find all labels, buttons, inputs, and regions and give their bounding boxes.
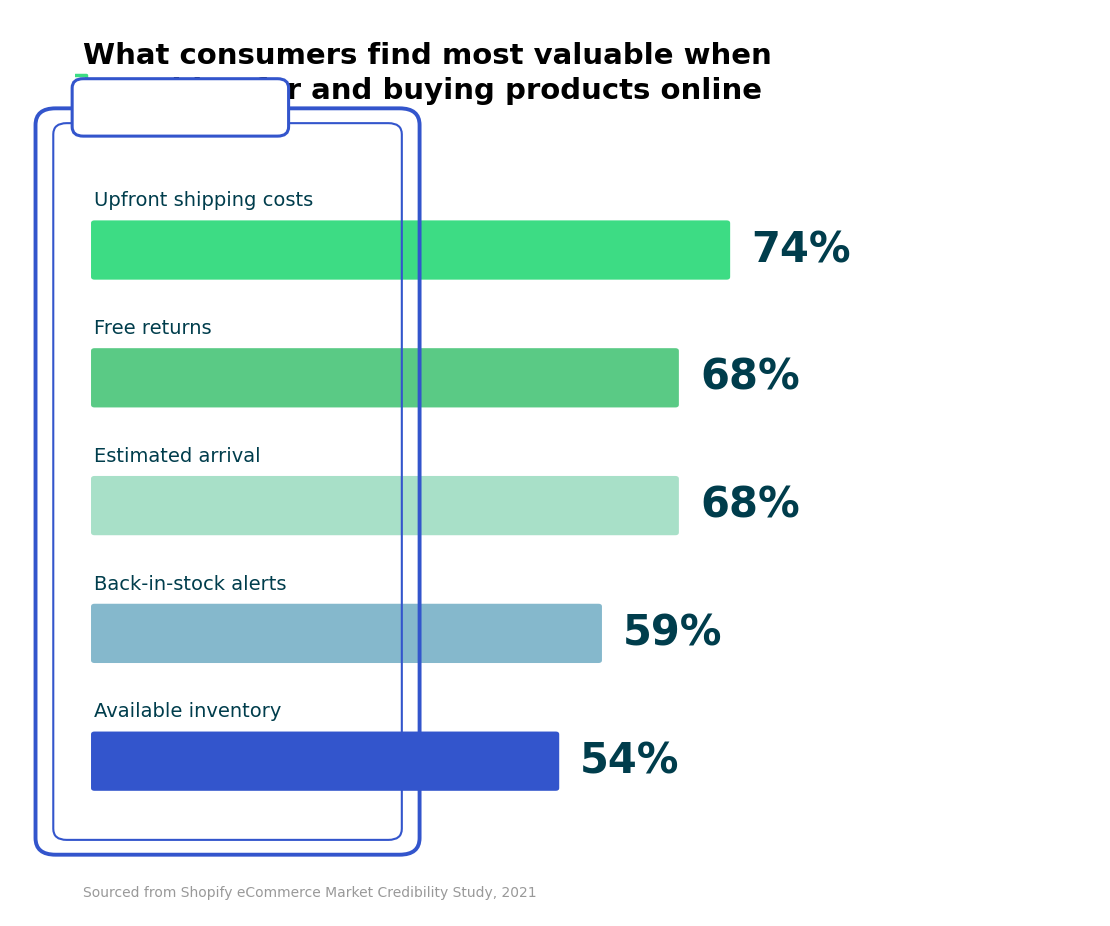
Text: 54%: 54% <box>581 740 679 782</box>
Text: Upfront shipping costs: Upfront shipping costs <box>94 191 314 210</box>
Text: Back-in-stock alerts: Back-in-stock alerts <box>94 574 286 594</box>
Text: What consumers find most valuable when
searching for and buying products online: What consumers find most valuable when s… <box>83 42 771 106</box>
Text: Estimated arrival: Estimated arrival <box>94 446 261 466</box>
Text: 59%: 59% <box>623 612 723 655</box>
Text: 68%: 68% <box>700 484 799 527</box>
Circle shape <box>119 104 133 114</box>
Text: Free returns: Free returns <box>94 319 212 338</box>
Text: 68%: 68% <box>700 357 799 399</box>
Text: Available inventory: Available inventory <box>94 702 282 721</box>
Circle shape <box>90 104 104 114</box>
Polygon shape <box>87 82 137 103</box>
Text: Sourced from Shopify eCommerce Market Credibility Study, 2021: Sourced from Shopify eCommerce Market Cr… <box>83 886 537 900</box>
Text: 74%: 74% <box>751 229 851 271</box>
